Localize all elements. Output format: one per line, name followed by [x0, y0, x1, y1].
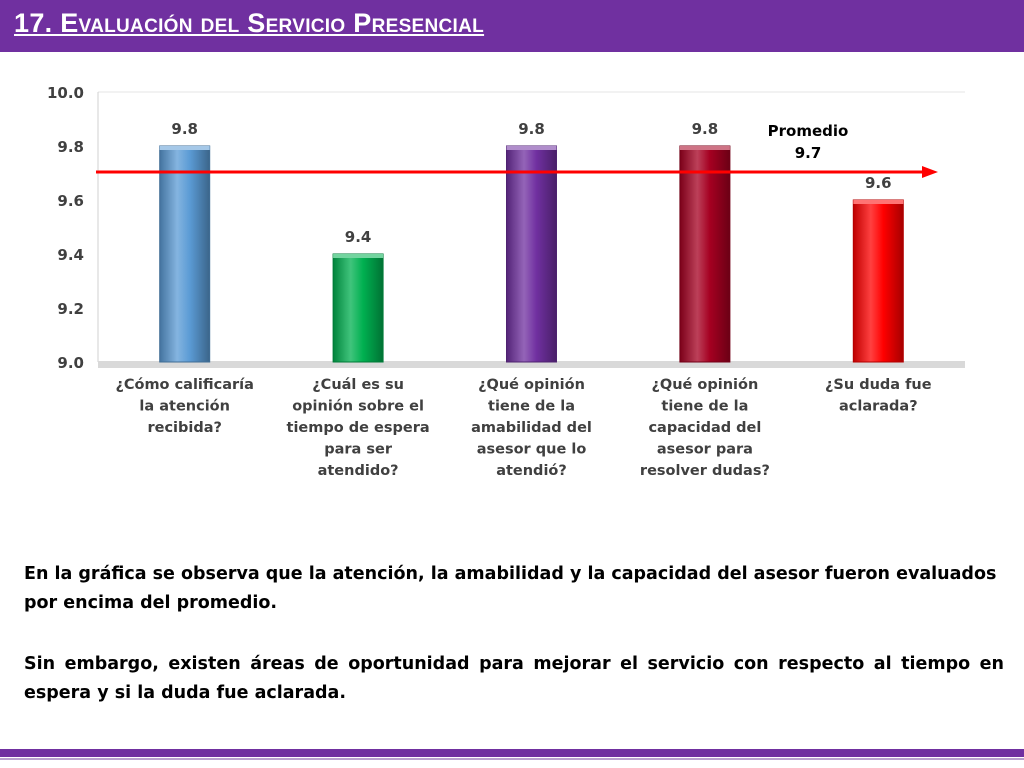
x-category-label: recibida?	[147, 420, 221, 436]
x-category-label: resolver dudas?	[640, 463, 770, 479]
bar	[852, 199, 904, 363]
average-value-label: 9.7	[795, 144, 822, 162]
bar-value-label: 9.6	[865, 174, 892, 192]
bar-value-label: 9.8	[518, 120, 545, 138]
y-tick-label: 10.0	[47, 84, 84, 102]
bar-cap	[333, 254, 384, 258]
x-category-label: tiene de la	[488, 399, 575, 415]
x-category-label: para ser	[324, 442, 393, 458]
bar	[159, 145, 211, 363]
x-category-label: opinión sobre el	[292, 399, 424, 415]
x-category-label: tiene de la	[661, 399, 748, 415]
x-category-label: aclarada?	[839, 399, 918, 415]
average-label: Promedio	[768, 122, 849, 140]
x-category-label: ¿Cómo calificaría	[115, 377, 254, 393]
bar-cap	[679, 146, 730, 150]
footer-line	[0, 758, 1024, 760]
bar	[506, 145, 557, 363]
x-category-label: atendió?	[496, 463, 567, 479]
paragraph-opportunity-areas: Sin embargo, existen áreas de oportunida…	[24, 654, 1004, 703]
bar-cap	[853, 200, 904, 204]
average-line-arrowhead	[922, 166, 938, 178]
paragraph-above-average: En la gráfica se observa que la atención…	[24, 564, 997, 613]
x-category-label: ¿Cuál es su	[312, 377, 404, 393]
y-tick-label: 9.0	[57, 354, 84, 372]
x-category-label: ¿Qué opinión	[651, 377, 758, 393]
y-tick-label: 9.6	[57, 192, 84, 210]
bar	[332, 253, 384, 363]
slide-title: 17. Evaluación del Servicio Presencial	[14, 8, 485, 38]
chart-svg: 9.0 9.2 9.4 9.6 9.8 10.0 9.8 ¿Cómo calificaría l…	[47, 84, 965, 479]
y-tick-label: 9.4	[57, 246, 84, 264]
x-category-label: asesor que lo	[477, 442, 587, 458]
x-category-label: atendido?	[318, 463, 399, 479]
x-category-label: asesor para	[657, 442, 753, 458]
y-tick-label: 9.2	[57, 300, 84, 318]
bar-value-label: 9.8	[171, 120, 198, 138]
bar-value-label: 9.8	[692, 120, 719, 138]
x-category-label: ¿Su duda fue	[825, 377, 932, 393]
x-category-label: capacidad del	[648, 420, 761, 436]
chart-floor	[98, 361, 965, 368]
x-category-label: ¿Qué opinión	[478, 377, 585, 393]
bar-cap	[506, 146, 557, 150]
x-category-label: amabilidad del	[471, 420, 592, 436]
x-category-label: tiempo de espera	[287, 420, 430, 436]
bar-cap	[159, 146, 210, 150]
footer-bar	[0, 749, 1024, 757]
y-tick-label: 9.8	[57, 138, 84, 156]
bar	[679, 145, 731, 363]
bar-value-label: 9.4	[345, 228, 372, 246]
x-category-label: la atención	[139, 399, 230, 415]
bar-chart: 9.0 9.2 9.4 9.6 9.8 10.0 9.8 ¿Cómo calificaría l…	[0, 70, 1024, 490]
title-bar: 17. Evaluación del Servicio Presencial	[0, 0, 1024, 52]
